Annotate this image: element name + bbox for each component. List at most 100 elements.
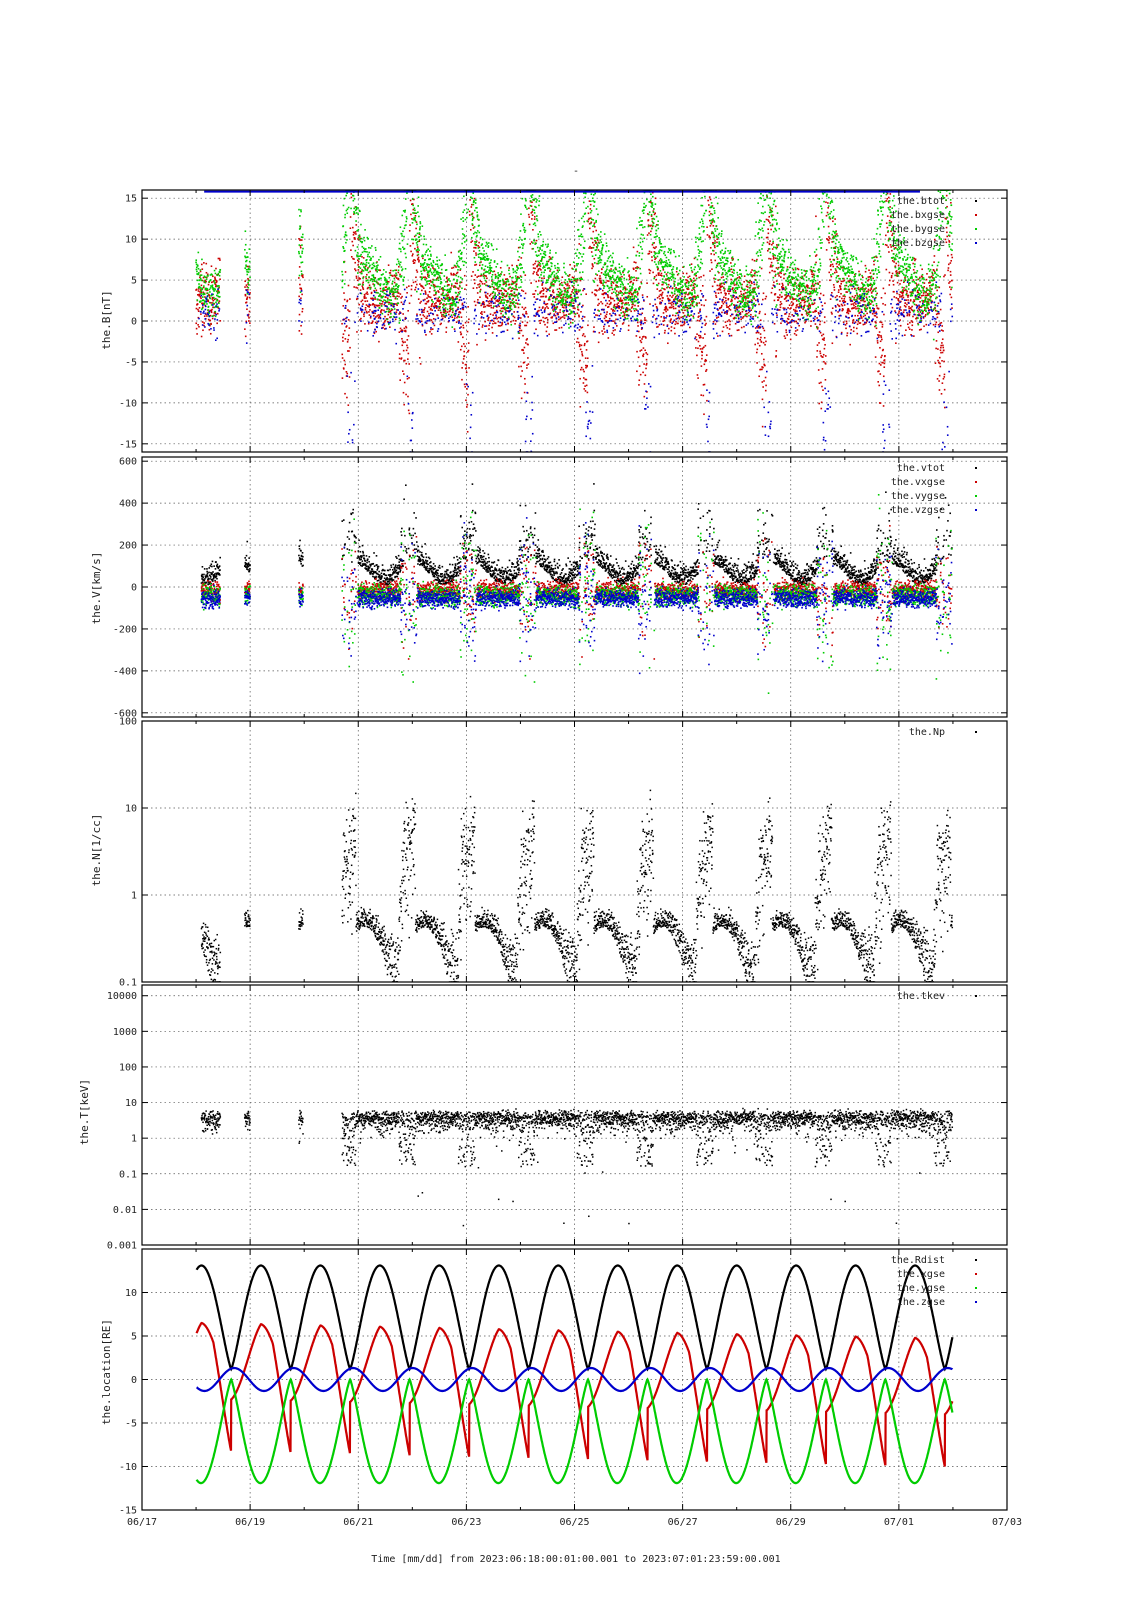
bxgse-point (752, 315, 754, 318)
bxgse-point (531, 218, 533, 220)
bygse-point (202, 293, 205, 296)
bxgse-point (214, 279, 217, 281)
bxgse-point (556, 306, 559, 308)
bxgse-point (353, 237, 356, 239)
bxgse-point (654, 318, 657, 320)
bxgse-point (903, 304, 906, 307)
bygse-point (382, 288, 384, 290)
bxgse-point (248, 310, 251, 313)
bxgse-point (752, 287, 755, 290)
bxgse-point (728, 292, 730, 295)
bxgse-point (497, 320, 500, 323)
bygse-point (359, 267, 362, 269)
bxgse-point (198, 294, 200, 297)
bygse-point (386, 300, 388, 303)
bxgse-point (772, 242, 774, 245)
bygse-point (416, 244, 419, 246)
bxgse-point (245, 301, 248, 304)
bxgse-point (449, 305, 451, 307)
bygse-point (499, 284, 502, 286)
bxgse-point (816, 350, 819, 352)
bygse-point (455, 292, 457, 294)
bxgse-point (523, 346, 526, 349)
bxgse-point (925, 287, 928, 289)
bxgse-point (727, 290, 729, 292)
bxgse-point (203, 262, 205, 264)
bxgse-point (947, 269, 949, 272)
bxgse-point (665, 307, 668, 310)
bygse-point (467, 208, 469, 211)
bygse-point (418, 228, 421, 231)
bxgse-point (894, 230, 896, 233)
bxgse-point (664, 288, 666, 291)
bxgse-point (536, 265, 539, 267)
bxgse-point (198, 293, 201, 296)
bxgse-point (404, 329, 407, 332)
bygse-point (499, 297, 501, 300)
bygse-point (377, 292, 379, 294)
bxgse-point (379, 287, 382, 290)
bygse-point (387, 310, 390, 313)
bygse-point (511, 283, 514, 285)
bxgse-point (949, 286, 951, 288)
bxgse-point (367, 322, 370, 325)
bxgse-point (849, 310, 851, 313)
bxgse-point (397, 292, 400, 294)
bxgse-point (345, 325, 348, 327)
bxgse-point (594, 242, 597, 244)
bygse-point (501, 287, 504, 290)
bygse-point (472, 192, 475, 194)
bxgse-point (847, 280, 850, 283)
bxgse-point (428, 312, 430, 315)
bxgse-point (530, 241, 533, 243)
bxgse-point (811, 275, 814, 278)
bygse-point (358, 283, 360, 286)
bxgse-point (584, 390, 587, 392)
bxgse-point (829, 258, 831, 261)
bxgse-point (925, 278, 928, 281)
bxgse-point (207, 300, 210, 303)
bxgse-point (750, 313, 752, 316)
bygse-point (485, 284, 487, 287)
bygse-point (493, 305, 495, 308)
bxgse-point (460, 316, 463, 318)
bxgse-point (922, 317, 925, 319)
bygse-point (522, 224, 525, 227)
bygse-point (484, 259, 486, 261)
bygse-point (458, 316, 460, 318)
bxgse-point (936, 312, 939, 315)
bxgse-point (770, 210, 773, 212)
bxgse-point (951, 256, 954, 259)
bygse-point (456, 280, 458, 283)
bxgse-point (652, 246, 655, 249)
bxgse-point (708, 196, 711, 198)
bygse-point (420, 270, 422, 273)
bxgse-point (875, 311, 878, 314)
bxgse-point (779, 303, 782, 306)
bygse-point (378, 307, 381, 309)
bxgse-point (945, 218, 947, 220)
bxgse-point (720, 285, 722, 288)
bxgse-point (493, 312, 496, 314)
bxgse-point (680, 305, 683, 307)
bygse-point (452, 301, 454, 303)
bygse-point (446, 289, 448, 292)
bygse-point (504, 306, 506, 309)
bxgse-point (694, 298, 697, 301)
bxgse-point (571, 289, 574, 291)
bygse-point (401, 268, 404, 270)
bygse-point (246, 252, 248, 254)
bygse-point (341, 273, 344, 276)
bygse-point (454, 303, 457, 305)
bygse-point (300, 209, 302, 211)
bxgse-point (764, 389, 767, 392)
bxgse-point (736, 301, 739, 304)
bxgse-point (696, 374, 699, 376)
bygse-point (195, 268, 198, 271)
bxgse-point (358, 303, 361, 306)
bygse-point (501, 292, 504, 294)
bxgse-point (700, 336, 702, 339)
bxgse-point (498, 299, 501, 302)
bxgse-point (594, 289, 596, 291)
bygse-point (385, 310, 388, 313)
